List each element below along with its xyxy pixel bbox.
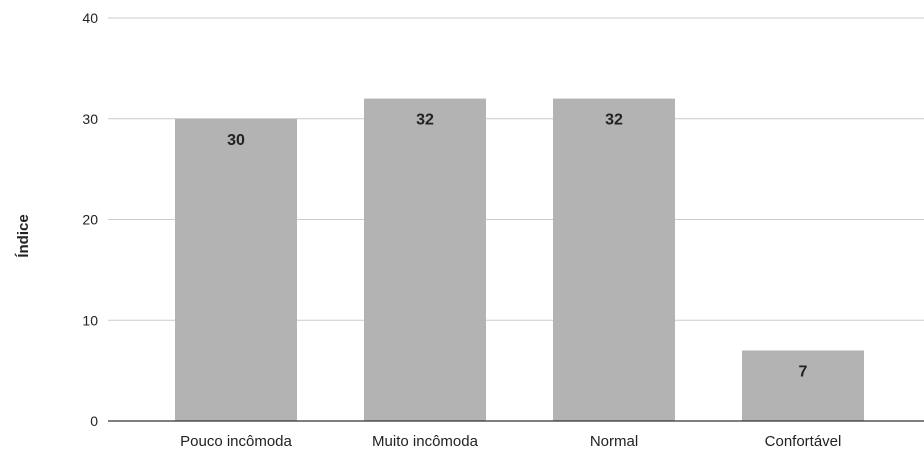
x-tick-label: Pouco incômoda [180, 433, 292, 450]
data-label: 7 [799, 363, 808, 380]
data-label: 30 [227, 132, 245, 149]
bars [175, 98, 864, 421]
bar [553, 98, 675, 421]
y-axis-title: Índice [15, 214, 32, 257]
x-tick-label: Confortável [765, 433, 842, 450]
bar [175, 118, 297, 421]
y-tick-label: 10 [82, 312, 98, 328]
data-label: 32 [416, 112, 434, 129]
y-tick-label: 40 [82, 10, 98, 26]
labels: 0 10 20 30 40 30 Pouco incômoda 32 Muito incômod… [82, 10, 841, 450]
y-tick-label: 20 [82, 212, 98, 228]
x-tick-label: Muito incômoda [372, 433, 479, 450]
bar [364, 98, 486, 421]
y-tick-label: 0 [90, 413, 98, 429]
bar [742, 350, 864, 421]
y-tick-label: 30 [82, 111, 98, 127]
data-label: 32 [605, 112, 623, 129]
x-tick-label: Normal [590, 433, 638, 450]
